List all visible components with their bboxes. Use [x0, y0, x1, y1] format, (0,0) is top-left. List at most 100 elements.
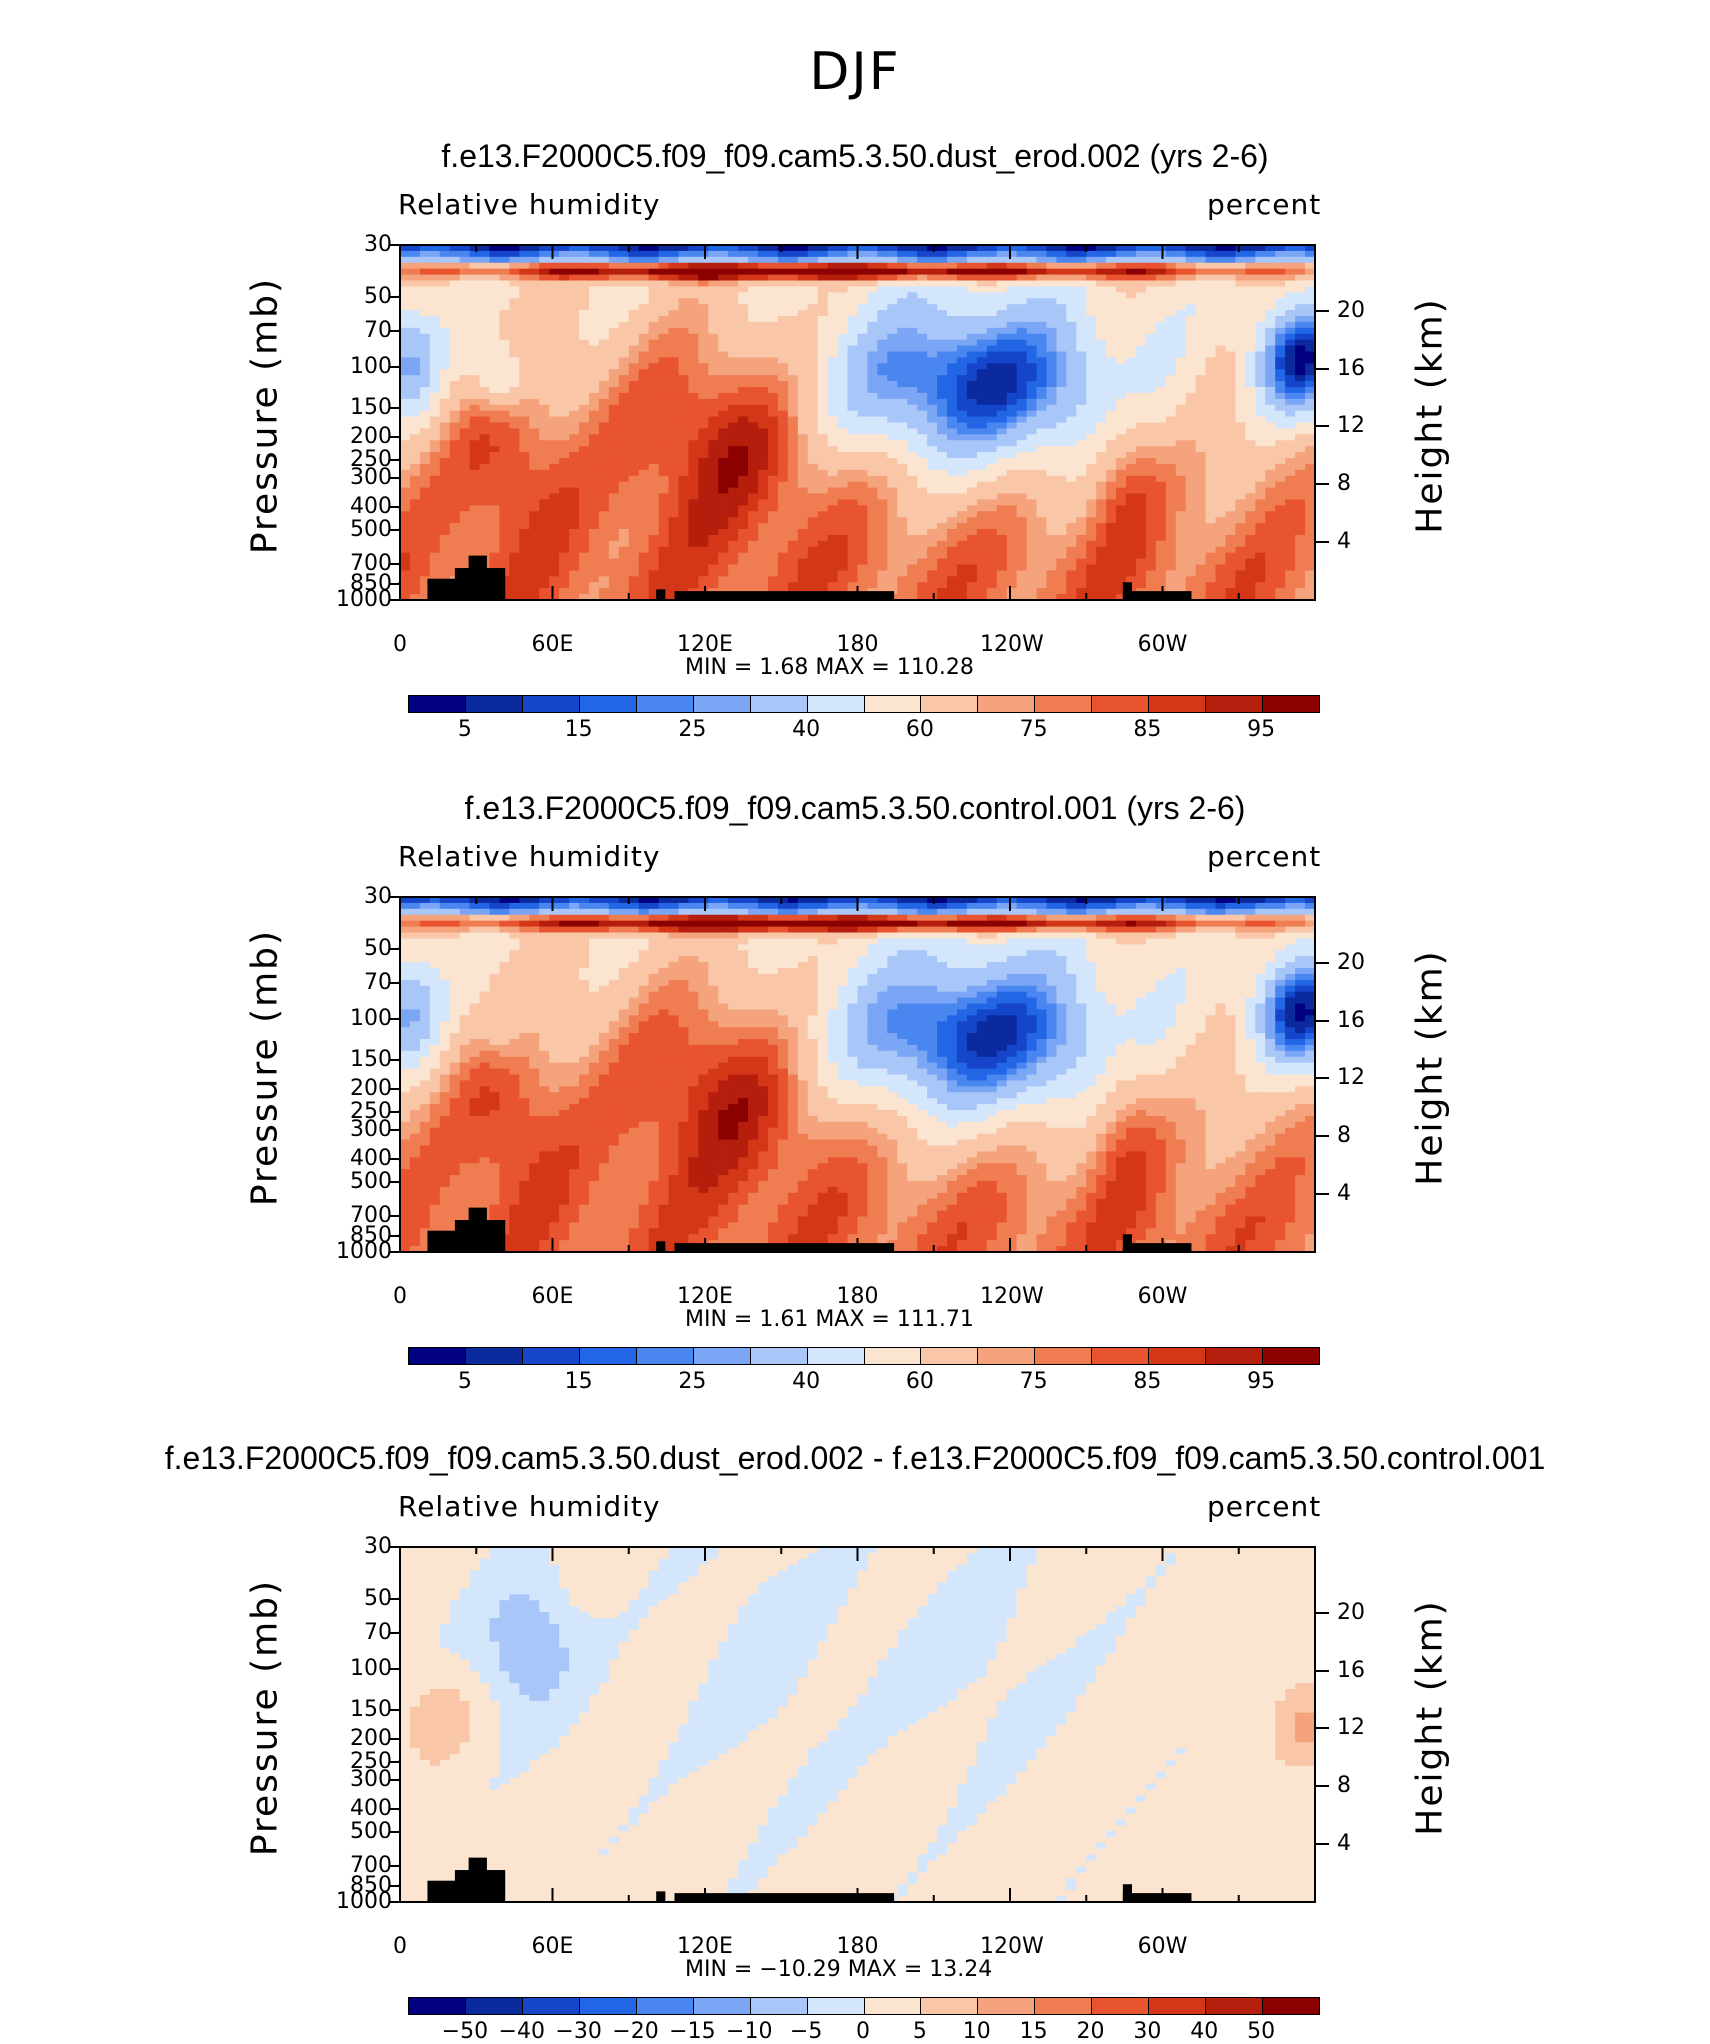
contour-cell [529, 482, 540, 489]
contour-cell [808, 452, 819, 459]
contour-cell [1116, 304, 1127, 311]
contour-cell [529, 576, 540, 583]
contour-cell [509, 511, 520, 518]
contour-cell [927, 576, 938, 583]
contour-cell [858, 499, 869, 506]
contour-cell [1076, 428, 1087, 435]
contour-cell [440, 411, 451, 418]
contour-cell [738, 446, 749, 453]
contour-cell [1106, 375, 1117, 382]
contour-cell [509, 275, 520, 282]
contour-cell [1106, 304, 1117, 311]
contour-cell [420, 304, 431, 311]
contour-cell [1126, 529, 1137, 536]
contour-cell [460, 434, 471, 441]
contour-cell [1037, 357, 1048, 364]
contour-cell [818, 417, 829, 424]
contour-cell [440, 434, 451, 441]
contour-cell [589, 570, 600, 577]
contour-cell [669, 281, 680, 288]
contour-cell [838, 310, 849, 317]
contour-cell [1176, 458, 1187, 465]
contour-cell [1206, 464, 1217, 471]
contour-cell [947, 499, 958, 506]
contour-cell [708, 263, 719, 270]
contour-cell [758, 458, 769, 465]
contour-cell [519, 281, 530, 288]
contour-cell [838, 281, 849, 288]
contour-cell [649, 499, 660, 506]
contour-cell [788, 511, 799, 518]
contour-cell [858, 505, 869, 512]
contour-cell [619, 582, 630, 589]
contour-cell [460, 476, 471, 483]
contour-cell [987, 582, 998, 589]
contour-cell [1156, 458, 1167, 465]
contour-cell [440, 310, 451, 317]
contour-cell [490, 346, 501, 353]
contour-cell [1096, 565, 1107, 572]
contour-cell [1076, 310, 1087, 317]
contour-cell [649, 423, 660, 430]
contour-cell [400, 582, 411, 589]
contour-cell [768, 553, 779, 560]
contour-cell [887, 269, 898, 276]
contour-cell [718, 428, 729, 435]
contour-cell [599, 570, 610, 577]
contour-cell [1037, 363, 1048, 370]
contour-cell [858, 446, 869, 453]
contour-cell [490, 553, 501, 560]
contour-cell [460, 304, 471, 311]
contour-cell [659, 494, 670, 501]
contour-cell [490, 298, 501, 305]
contour-cell [410, 298, 421, 305]
contour-cell [688, 328, 699, 335]
contour-cell [400, 257, 411, 264]
contour-cell [410, 316, 421, 323]
contour-cell [599, 310, 610, 317]
contour-cell [907, 352, 918, 359]
contour-cell [549, 322, 560, 329]
contour-cell [579, 263, 590, 270]
contour-cell [977, 286, 988, 293]
contour-cell [1136, 423, 1147, 430]
contour-cell [748, 405, 759, 412]
contour-cell [519, 553, 530, 560]
contour-cell [1007, 446, 1018, 453]
contour-cell [470, 505, 481, 512]
contour-cell [788, 565, 799, 572]
contour-cell [559, 310, 570, 317]
contour-cell [1086, 446, 1097, 453]
contour-cell [927, 523, 938, 530]
contour-cell [867, 399, 878, 406]
contour-cell [1056, 440, 1067, 447]
contour-cell [1007, 363, 1018, 370]
contour-cell [1076, 417, 1087, 424]
contour-cell [728, 529, 739, 536]
contour-cell [758, 494, 769, 501]
contour-cell [798, 511, 809, 518]
contour-cell [1216, 292, 1227, 299]
contour-cell [619, 565, 630, 572]
contour-cell [549, 470, 560, 477]
contour-cell [669, 387, 680, 394]
contour-cell [768, 488, 779, 495]
contour-cell [947, 464, 958, 471]
contour-cell [1136, 417, 1147, 424]
contour-cell [579, 399, 590, 406]
contour-cell [1096, 346, 1107, 353]
contour-cell [1216, 565, 1227, 572]
contour-cell [639, 570, 650, 577]
contour-cell [768, 334, 779, 341]
contour-cell [599, 541, 610, 548]
contour-cell [519, 381, 530, 388]
contour-cell [937, 423, 948, 430]
contour-cell [1096, 505, 1107, 512]
contour-cell [688, 553, 699, 560]
contour-cell [1136, 565, 1147, 572]
contour-cell [539, 352, 550, 359]
contour-cell [718, 423, 729, 430]
contour-cell [1206, 535, 1217, 542]
contour-cell [688, 393, 699, 400]
contour-cell [788, 446, 799, 453]
